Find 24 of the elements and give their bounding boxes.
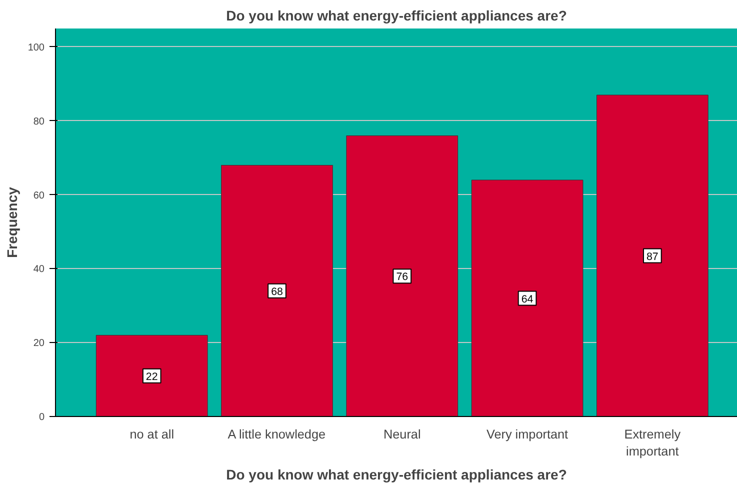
- x-axis-title: Do you know what energy-efficient appliances are?: [226, 466, 567, 482]
- y-tick-label: 20: [33, 338, 45, 350]
- y-tick-label: 60: [33, 190, 45, 202]
- data-label: 68: [271, 286, 283, 298]
- x-tick-label: Neural: [383, 428, 421, 442]
- y-tick-label: 40: [33, 264, 45, 276]
- data-label: 64: [521, 293, 534, 306]
- y-tick-label: 0: [38, 412, 45, 423]
- bar: [596, 94, 708, 416]
- y-tick-label: 80: [33, 116, 45, 128]
- data-label: 22: [146, 370, 158, 383]
- x-tick-label: Extremely important: [624, 428, 682, 458]
- y-axis-title: Frequency: [4, 186, 20, 258]
- bar: [471, 180, 584, 416]
- data-label: 76: [396, 271, 408, 284]
- y-tick-label: 100: [28, 42, 45, 54]
- x-tick-label: A little knowledge: [228, 428, 326, 442]
- chart-title: Do you know what energy-efficient appliances are?: [226, 8, 567, 24]
- bar: [96, 334, 208, 416]
- x-tick-label: Very important: [486, 428, 569, 442]
- data-label: 87: [646, 250, 658, 263]
- bar: [346, 135, 458, 416]
- x-tick-label: no at all: [130, 428, 174, 442]
- bar: [221, 164, 333, 416]
